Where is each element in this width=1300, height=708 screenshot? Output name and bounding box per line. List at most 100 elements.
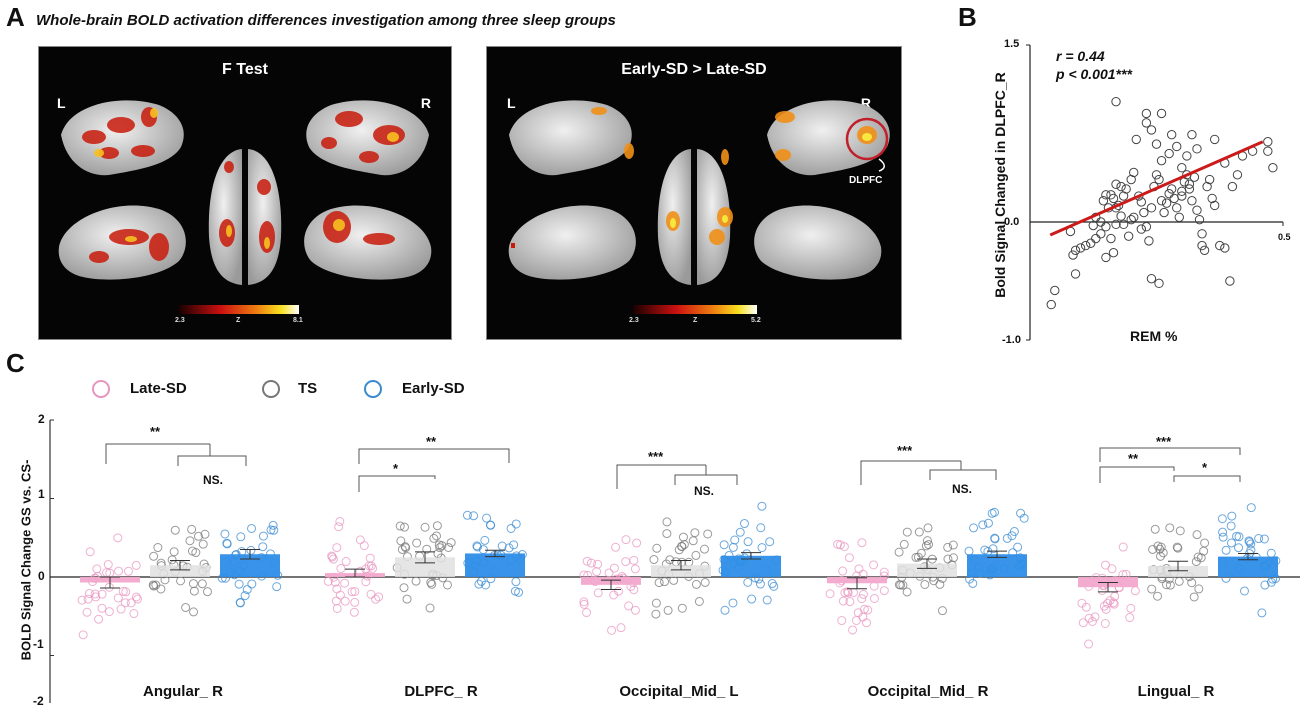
subject-point bbox=[153, 543, 163, 553]
subject-point bbox=[359, 541, 369, 551]
scatter-point bbox=[1263, 146, 1273, 156]
subject-point bbox=[247, 579, 257, 589]
subject-point bbox=[965, 574, 975, 584]
scatter-point bbox=[1139, 207, 1149, 218]
subject-point bbox=[1184, 572, 1194, 582]
subject-point bbox=[1164, 574, 1174, 584]
scatter-point bbox=[1068, 250, 1078, 260]
scatter-point bbox=[1141, 118, 1152, 128]
subject-point bbox=[694, 596, 704, 606]
subject-point bbox=[894, 580, 904, 590]
subject-point bbox=[690, 528, 700, 538]
subject-point bbox=[677, 557, 687, 567]
significance-bracket bbox=[1173, 475, 1241, 482]
subject-point bbox=[590, 577, 600, 587]
subject-point bbox=[1105, 596, 1115, 606]
subject-point bbox=[197, 579, 207, 589]
subject-point bbox=[990, 533, 1000, 543]
subject-point bbox=[674, 545, 684, 555]
bar bbox=[80, 577, 140, 583]
subject-point bbox=[222, 538, 232, 548]
subject-point bbox=[104, 607, 114, 617]
subject-point bbox=[222, 539, 232, 549]
subject-point bbox=[700, 561, 710, 571]
subject-point bbox=[362, 571, 372, 581]
subject-point bbox=[922, 536, 932, 546]
subject-point bbox=[740, 553, 750, 563]
bar-y-tick: 0 bbox=[38, 569, 45, 583]
scatter-point bbox=[1131, 134, 1141, 145]
subject-point bbox=[397, 544, 407, 554]
subject-point bbox=[616, 623, 626, 633]
subject-point bbox=[131, 592, 141, 602]
subject-point bbox=[1101, 560, 1111, 570]
scatter-point bbox=[1207, 193, 1217, 204]
scatter-point bbox=[1126, 174, 1136, 185]
subject-point bbox=[187, 546, 197, 556]
subject-point bbox=[671, 557, 681, 567]
subject-point bbox=[335, 590, 345, 600]
subject-point bbox=[833, 539, 843, 549]
scatter-point bbox=[1154, 174, 1164, 185]
subject-point bbox=[1226, 538, 1236, 548]
subject-point bbox=[469, 566, 479, 576]
subject-point bbox=[902, 587, 912, 597]
subject-point bbox=[97, 603, 107, 613]
subject-point bbox=[607, 625, 617, 635]
subject-point bbox=[492, 550, 502, 560]
scatter-point bbox=[1101, 190, 1111, 200]
scatter-point bbox=[1086, 238, 1096, 248]
scatter-point bbox=[1215, 240, 1225, 251]
dlpfc-label: DLPFC bbox=[849, 175, 883, 186]
subject-point bbox=[399, 522, 409, 532]
bar bbox=[897, 563, 957, 577]
subject-point bbox=[1110, 591, 1120, 601]
scatter-point bbox=[1116, 211, 1126, 221]
scatter-point bbox=[1080, 240, 1091, 251]
scatter-point bbox=[1136, 197, 1147, 207]
subject-point bbox=[121, 587, 131, 597]
subject-point bbox=[1266, 577, 1276, 587]
subject-point bbox=[1155, 544, 1165, 554]
subject-point bbox=[234, 579, 244, 589]
subject-point bbox=[399, 583, 409, 593]
subject-point bbox=[721, 567, 731, 577]
subject-point bbox=[734, 554, 744, 564]
scatter-point bbox=[1088, 220, 1098, 231]
subject-point bbox=[432, 531, 442, 541]
subject-point bbox=[480, 535, 490, 545]
subject-point bbox=[757, 501, 767, 511]
subject-point bbox=[765, 537, 775, 547]
scatter-point bbox=[1091, 233, 1101, 244]
subject-point bbox=[148, 580, 158, 590]
subject-point bbox=[1271, 556, 1281, 566]
panel-c-letter: C bbox=[6, 348, 25, 378]
subject-point bbox=[703, 529, 713, 539]
scatter-point bbox=[1177, 191, 1187, 201]
subject-point bbox=[604, 568, 614, 578]
subject-point bbox=[349, 607, 359, 617]
region-label: Angular_ R bbox=[142, 683, 223, 700]
subject-point bbox=[188, 579, 198, 589]
subject-point bbox=[835, 578, 845, 588]
scatter-point bbox=[1194, 214, 1205, 225]
subject-point bbox=[1081, 602, 1091, 612]
bar bbox=[721, 555, 781, 577]
subject-point bbox=[438, 573, 448, 583]
scatter-point bbox=[1106, 190, 1116, 200]
subject-point bbox=[879, 567, 889, 577]
subject-point bbox=[974, 562, 984, 572]
subject-point bbox=[221, 557, 231, 567]
subject-point bbox=[489, 550, 499, 560]
colorbar-label: Z bbox=[236, 317, 241, 324]
subject-point bbox=[869, 581, 879, 591]
subject-point bbox=[361, 564, 371, 574]
subject-point bbox=[1099, 580, 1109, 590]
subject-point bbox=[586, 558, 596, 568]
scatter-point bbox=[1172, 203, 1182, 213]
subject-point bbox=[761, 565, 771, 575]
subject-point bbox=[1101, 604, 1111, 614]
subject-point bbox=[897, 572, 907, 582]
subject-point bbox=[221, 573, 231, 583]
bar bbox=[1148, 566, 1208, 577]
